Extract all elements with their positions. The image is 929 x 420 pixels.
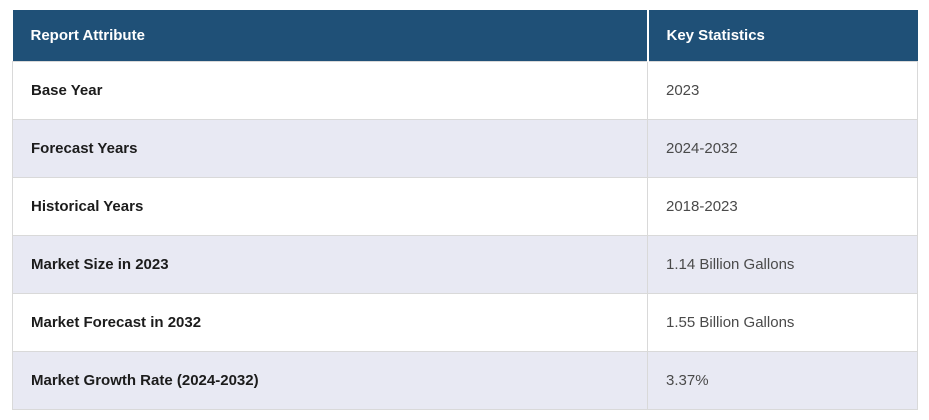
attribute-cell: Market Size in 2023 — [12, 235, 648, 294]
value-cell: 3.37% — [647, 351, 918, 410]
table-row-base-year: Base Year 2023 — [12, 61, 918, 120]
column-header-report-attribute: Report Attribute — [12, 10, 648, 62]
value-cell: 1.55 Billion Gallons — [647, 293, 918, 352]
attribute-cell: Historical Years — [12, 177, 648, 236]
value-cell: 1.14 Billion Gallons — [647, 235, 918, 294]
attribute-cell: Forecast Years — [12, 119, 648, 178]
header-row: Report Attribute Key Statistics — [12, 10, 918, 62]
attribute-cell: Market Forecast in 2032 — [12, 293, 648, 352]
report-attributes-table: Report Attribute Key Statistics Base Yea… — [12, 10, 918, 410]
table-row-historical-years: Historical Years 2018-2023 — [12, 177, 918, 236]
table-row-market-forecast: Market Forecast in 2032 1.55 Billion Gal… — [12, 293, 918, 352]
value-cell: 2024-2032 — [647, 119, 918, 178]
column-header-key-statistics: Key Statistics — [646, 10, 918, 62]
table-row-market-size: Market Size in 2023 1.14 Billion Gallons — [12, 235, 918, 294]
table-row-forecast-years: Forecast Years 2024-2032 — [12, 119, 918, 178]
table-body: Base Year 2023 Forecast Years 2024-2032 … — [12, 61, 918, 410]
attribute-cell: Base Year — [12, 61, 648, 120]
value-cell: 2018-2023 — [647, 177, 918, 236]
value-cell: 2023 — [647, 61, 918, 120]
attribute-cell: Market Growth Rate (2024-2032) — [12, 351, 648, 410]
table-header: Report Attribute Key Statistics — [12, 10, 918, 62]
table-row-growth-rate: Market Growth Rate (2024-2032) 3.37% — [12, 351, 918, 410]
